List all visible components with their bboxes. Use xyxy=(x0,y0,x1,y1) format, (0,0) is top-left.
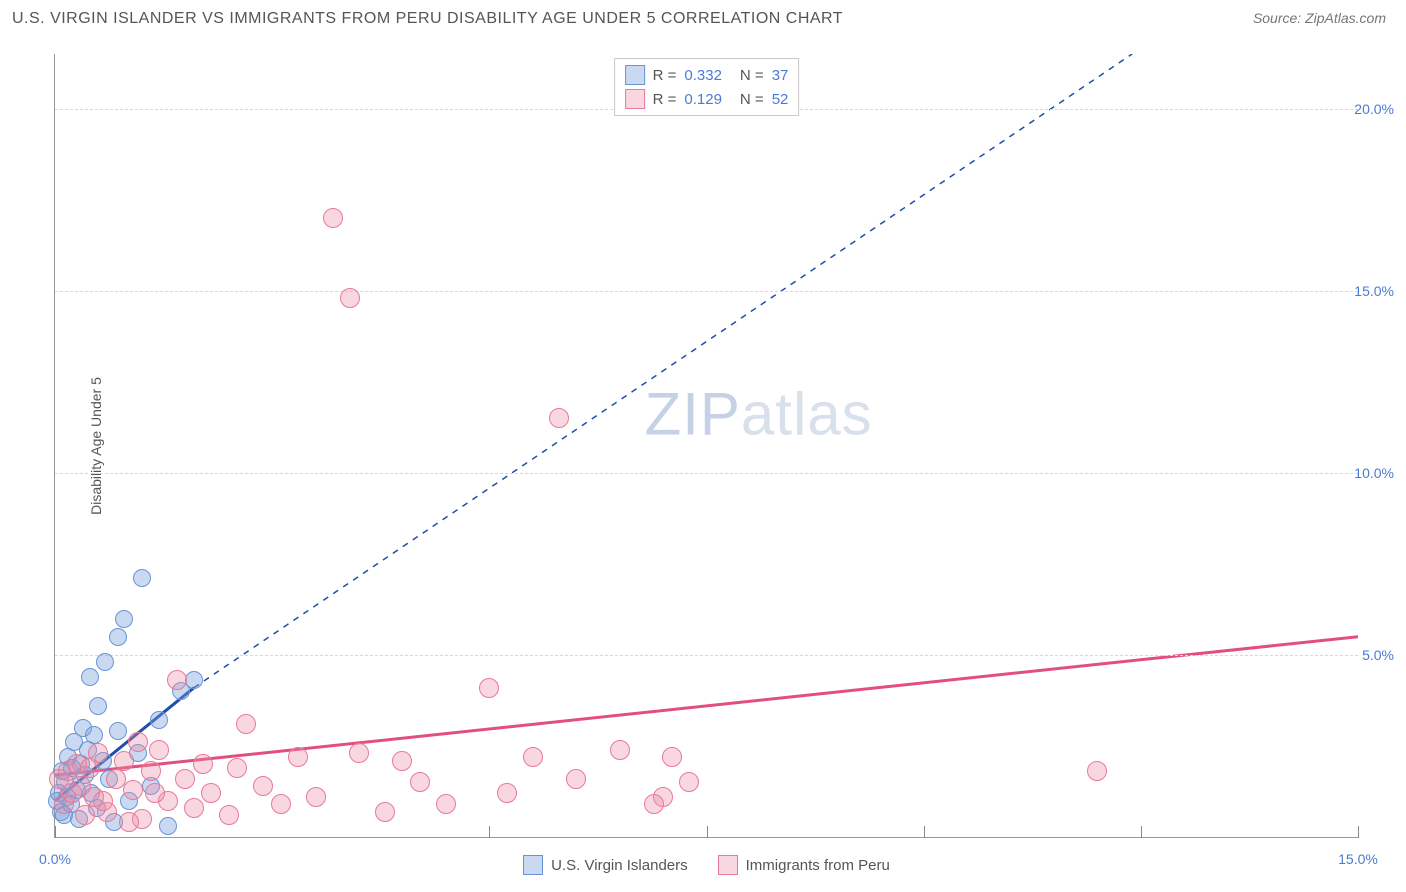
x-tick xyxy=(489,826,490,838)
data-point xyxy=(109,628,127,646)
data-point xyxy=(119,812,139,832)
data-point xyxy=(141,761,161,781)
data-point xyxy=(175,769,195,789)
watermark-logo: ZIPatlas xyxy=(645,380,873,449)
source-attribution: Source: ZipAtlas.com xyxy=(1253,10,1386,26)
y-tick-label: 10.0% xyxy=(1354,465,1394,481)
data-point xyxy=(167,670,187,690)
data-point xyxy=(159,817,177,835)
page-title: U.S. VIRGIN ISLANDER VS IMMIGRANTS FROM … xyxy=(12,10,843,28)
x-tick-label: 15.0% xyxy=(1338,851,1378,867)
data-point xyxy=(662,747,682,767)
legend-row-series-1: R = 0.332 N = 37 xyxy=(625,63,789,87)
data-point xyxy=(497,783,517,803)
data-point xyxy=(323,208,343,228)
trend-line-extension xyxy=(194,54,1132,688)
swatch-icon xyxy=(718,855,738,875)
data-point xyxy=(288,747,308,767)
data-point xyxy=(340,288,360,308)
data-point xyxy=(436,794,456,814)
y-tick-label: 5.0% xyxy=(1362,647,1394,663)
data-point xyxy=(184,798,204,818)
data-point xyxy=(75,805,95,825)
data-point xyxy=(349,743,369,763)
data-point xyxy=(1087,761,1107,781)
y-tick-label: 20.0% xyxy=(1354,101,1394,117)
data-point xyxy=(128,732,148,752)
data-point xyxy=(88,743,108,763)
data-point xyxy=(375,802,395,822)
data-point xyxy=(89,697,107,715)
data-point xyxy=(479,678,499,698)
series-legend: U.S. Virgin Islanders Immigrants from Pe… xyxy=(55,855,1358,875)
data-point xyxy=(392,751,412,771)
legend-item-series-2: Immigrants from Peru xyxy=(718,855,890,875)
x-tick xyxy=(707,826,708,838)
y-tick-label: 15.0% xyxy=(1354,283,1394,299)
x-tick xyxy=(1141,826,1142,838)
chart-container: Disability Age Under 5 ZIPatlas R = 0.33… xyxy=(12,44,1394,882)
data-point xyxy=(644,794,664,814)
data-point xyxy=(133,569,151,587)
data-point xyxy=(96,653,114,671)
data-point xyxy=(149,740,169,760)
data-point xyxy=(201,783,221,803)
data-point xyxy=(93,791,113,811)
data-point xyxy=(236,714,256,734)
data-point xyxy=(115,610,133,628)
legend-row-series-2: R = 0.129 N = 52 xyxy=(625,87,789,111)
x-tick xyxy=(1358,826,1359,838)
y-axis-title: Disability Age Under 5 xyxy=(88,377,104,515)
legend-item-series-1: U.S. Virgin Islanders xyxy=(523,855,687,875)
data-point xyxy=(219,805,239,825)
data-point xyxy=(114,751,134,771)
x-tick xyxy=(924,826,925,838)
data-point xyxy=(549,408,569,428)
data-point xyxy=(145,783,165,803)
data-point xyxy=(566,769,586,789)
plot-area: Disability Age Under 5 ZIPatlas R = 0.33… xyxy=(54,54,1358,838)
x-tick-label: 0.0% xyxy=(39,851,71,867)
data-point xyxy=(85,726,103,744)
data-point xyxy=(123,780,143,800)
gridline xyxy=(55,655,1358,656)
gridline xyxy=(55,291,1358,292)
data-point xyxy=(253,776,273,796)
data-point xyxy=(227,758,247,778)
data-point xyxy=(410,772,430,792)
data-point xyxy=(523,747,543,767)
data-point xyxy=(109,722,127,740)
data-point xyxy=(271,794,291,814)
trend-line xyxy=(55,637,1358,775)
data-point xyxy=(306,787,326,807)
data-point xyxy=(150,711,168,729)
correlation-legend: R = 0.332 N = 37 R = 0.129 N = 52 xyxy=(614,58,800,116)
data-point xyxy=(679,772,699,792)
swatch-icon xyxy=(625,89,645,109)
x-tick xyxy=(55,826,56,838)
swatch-icon xyxy=(523,855,543,875)
data-point xyxy=(193,754,213,774)
gridline xyxy=(55,473,1358,474)
data-point xyxy=(185,671,203,689)
swatch-icon xyxy=(625,65,645,85)
data-point xyxy=(81,668,99,686)
data-point xyxy=(610,740,630,760)
